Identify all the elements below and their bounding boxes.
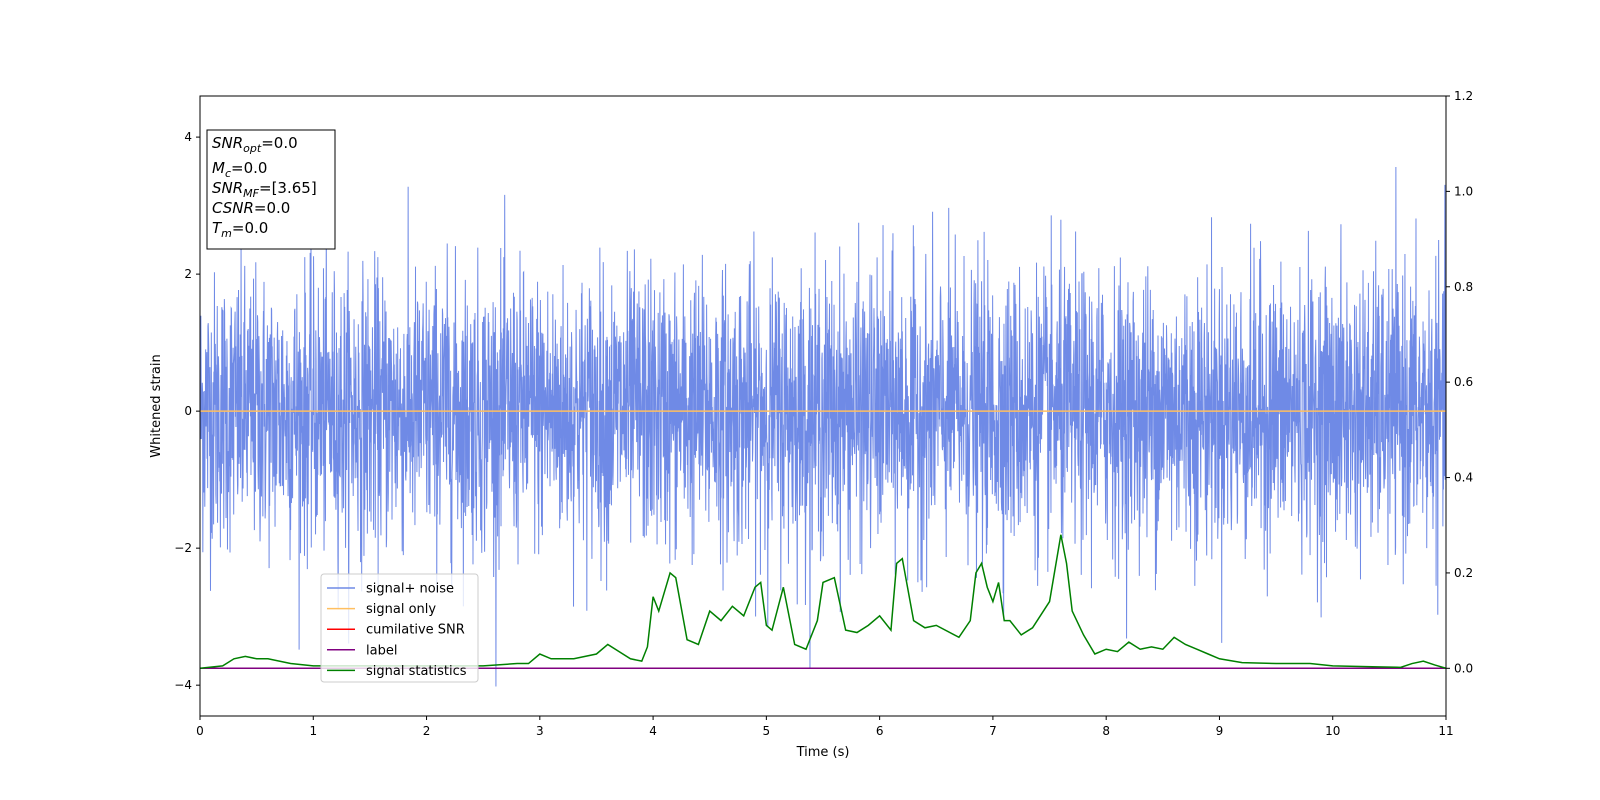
annotation-symbol: M: [212, 159, 225, 177]
annotation-value: =0.0: [254, 199, 290, 217]
y-tick-label: 0: [184, 404, 192, 418]
annotation-subscript: m: [221, 227, 232, 240]
x-tick-label: 0: [196, 724, 204, 738]
y2-axis-ticks: 0.0 0.2 0.4 0.6 0.8 1.0 1.2: [1446, 89, 1473, 675]
y2-tick-label: 0.6: [1454, 375, 1473, 389]
x-tick-label: 9: [1216, 724, 1224, 738]
annotation-subscript: MF: [243, 187, 259, 200]
y-axis-ticks: −4 −2 0 2 4: [174, 130, 200, 692]
legend-label: signal only: [366, 602, 436, 617]
y-axis-label: Whitened strain: [149, 354, 164, 457]
annotation-symbol: CSNR: [212, 199, 254, 217]
annotation-value: =0.0: [232, 219, 268, 237]
annotation-line: Mc=0.0: [212, 159, 267, 180]
annotation-box: SNRopt=0.0Mc=0.0SNRMF=[3.65]CSNR=0.0Tm=0…: [206, 129, 336, 250]
x-tick-label: 10: [1325, 724, 1340, 738]
y-tick-label: −2: [174, 541, 192, 555]
annotation-subscript: c: [225, 167, 231, 180]
y-tick-label: 4: [184, 130, 192, 144]
annotation-symbol: SNR: [212, 134, 243, 152]
y2-tick-label: 0.2: [1454, 566, 1473, 580]
x-tick-label: 1: [309, 724, 317, 738]
y-tick-label: 2: [184, 267, 192, 281]
annotation-line: CSNR=0.0: [212, 199, 290, 217]
legend-label: label: [366, 643, 397, 658]
legend-label: cumilative SNR: [366, 623, 465, 638]
legend-label: signal+ noise: [366, 582, 454, 597]
annotation-symbol: SNR: [212, 179, 243, 197]
legend-label: signal statistics: [366, 664, 467, 679]
x-axis-label: Time (s): [796, 745, 850, 760]
x-tick-label: 6: [876, 724, 884, 738]
y-tick-label: −4: [174, 678, 192, 692]
x-tick-label: 5: [763, 724, 771, 738]
annotation-value: =0.0: [261, 134, 297, 152]
annotation-line: Tm=0.0: [212, 219, 268, 240]
x-axis-ticks: 0 1 2 3 4 5 6 7 8 9 10 11: [196, 716, 1454, 738]
annotation-value: =[3.65]: [259, 179, 317, 197]
x-tick-label: 2: [423, 724, 431, 738]
x-tick-label: 7: [989, 724, 997, 738]
signal-statistics-line: [200, 534, 1446, 670]
y2-tick-label: 0.8: [1454, 280, 1473, 294]
x-tick-label: 8: [1102, 724, 1110, 738]
x-tick-label: 4: [649, 724, 657, 738]
y2-tick-label: 0.4: [1454, 471, 1473, 485]
x-tick-label: 3: [536, 724, 544, 738]
axes-frame: [199, 95, 1447, 717]
annotation-line: SNRMF=[3.65]: [212, 179, 317, 200]
y2-tick-label: 0.0: [1454, 661, 1473, 675]
annotation-line: SNRopt=0.0: [212, 134, 298, 155]
y2-tick-label: 1.0: [1454, 184, 1473, 198]
legend: signal+ noise signal only cumilative SNR la…: [320, 573, 479, 683]
annotation-value: =0.0: [231, 159, 267, 177]
signal-noise-line: [200, 167, 1446, 687]
x-tick-label: 11: [1438, 724, 1453, 738]
y2-tick-label: 1.2: [1454, 89, 1473, 103]
annotation-symbol: T: [212, 219, 223, 237]
annotation-subscript: opt: [243, 142, 262, 155]
